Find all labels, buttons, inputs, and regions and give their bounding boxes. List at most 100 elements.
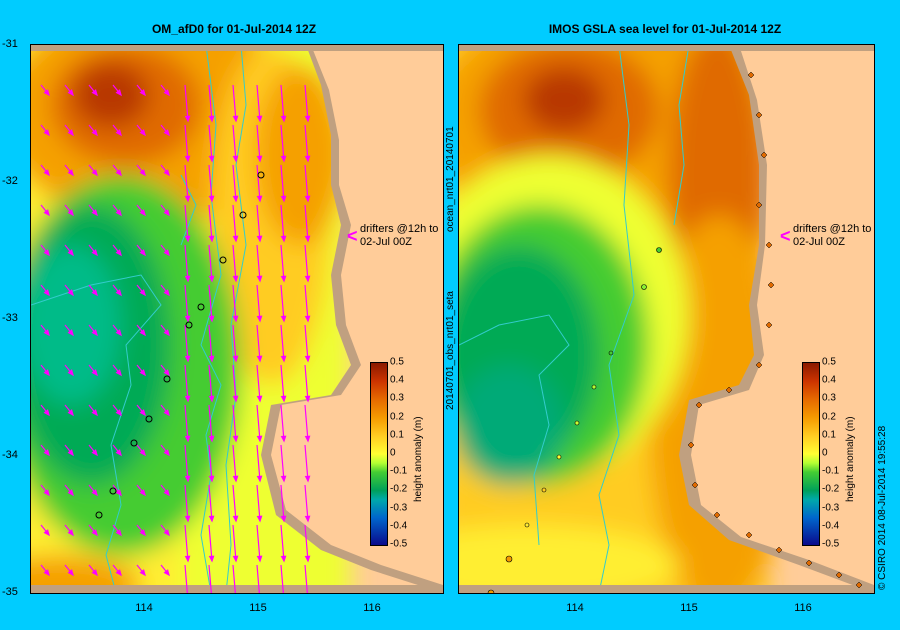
drifter-arrowhead — [208, 355, 215, 363]
drifter-arrow — [184, 564, 188, 593]
drifter-arrowhead — [232, 275, 239, 283]
drifter-arrowhead — [139, 209, 146, 217]
right-colorbar-tick: -0.5 — [822, 538, 840, 550]
drifter-arrowhead — [67, 409, 74, 417]
drifter-arrowhead — [280, 115, 287, 123]
drifter-arrow — [280, 84, 285, 122]
tide-gauge-marker — [755, 201, 763, 209]
drifter-arrow — [256, 444, 261, 482]
drifter-arrow — [304, 484, 309, 522]
drifter-arrowhead — [184, 235, 191, 243]
drifter-arrow — [304, 284, 309, 322]
drifter-arrow — [232, 404, 237, 442]
drifter-arrow — [280, 284, 285, 322]
drifter-arrowhead — [184, 475, 191, 483]
left-drifter-pointer-icon: < — [347, 226, 358, 246]
drifter-arrowhead — [67, 489, 74, 497]
drifter-arrowhead — [163, 89, 170, 97]
left-colorbar-title: height anomaly (m) — [413, 416, 424, 502]
drifter-arrowhead — [67, 89, 74, 97]
right-drifter-note: drifters @12h to 02-Jul 00Z — [793, 223, 871, 249]
drifter-arrow — [280, 204, 285, 242]
drifter-arrowhead — [115, 169, 122, 177]
drifter-arrowhead — [232, 195, 239, 203]
drifter-arrowhead — [256, 155, 263, 163]
drifter-arrowhead — [43, 409, 50, 417]
drifter-arrowhead — [280, 515, 287, 523]
drifter-arrowhead — [43, 529, 50, 537]
left-map[interactable] — [30, 44, 444, 594]
drifter-arrowhead — [280, 395, 287, 403]
drifter-arrowhead — [139, 289, 146, 297]
drifter-arrow — [184, 524, 189, 562]
left-lon-tick-116: 116 — [363, 602, 381, 614]
left-lon-tick-114: 114 — [135, 602, 153, 614]
drifter-arrowhead — [280, 355, 287, 363]
drifter-arrowhead — [163, 169, 170, 177]
drifter-arrow — [208, 564, 212, 593]
drifter-arrowhead — [163, 369, 170, 377]
drifter-arrowhead — [163, 249, 170, 257]
lat-tick-33: -33 — [2, 312, 18, 324]
right-colorbar-tick: 0.3 — [822, 392, 836, 404]
drifter-arrow — [232, 244, 237, 282]
drifter-arrowhead — [91, 209, 98, 217]
drifter-arrow — [280, 364, 285, 402]
drifter-arrowhead — [256, 435, 263, 443]
drifter-arrowhead — [91, 89, 98, 97]
drifter-arrow — [280, 164, 285, 202]
right-colorbar-tick: 0.1 — [822, 429, 836, 441]
drifter-arrowhead — [43, 449, 50, 457]
drifter-arrowhead — [115, 449, 122, 457]
drifter-arrowhead — [232, 155, 239, 163]
drifter-arrowhead — [91, 569, 98, 577]
drifter-arrowhead — [256, 395, 263, 403]
drifter-arrowhead — [280, 155, 287, 163]
drifter-arrow — [280, 444, 285, 482]
tide-gauge-marker — [765, 241, 773, 249]
tide-gauge-marker — [767, 281, 775, 289]
right-map[interactable] — [458, 44, 875, 594]
drifter-arrowhead — [280, 235, 287, 243]
drifter-arrow — [304, 364, 309, 402]
drifter-arrowhead — [304, 555, 311, 563]
drifter-arrow — [208, 204, 213, 242]
drifter-arrowhead — [163, 209, 170, 217]
drifter-arrow — [208, 404, 213, 442]
drifter-arrowhead — [115, 529, 122, 537]
drifter-arrowhead — [304, 235, 311, 243]
drifter-arrowhead — [304, 435, 311, 443]
right-colorbar-tick: -0.2 — [822, 483, 840, 495]
drifter-arrow — [232, 124, 237, 162]
left-drifter-arrows — [40, 84, 311, 593]
right-side-label-bottom: 20140701_obs_nrt01_seta — [445, 291, 456, 410]
right-colorbar-tick: 0 — [822, 447, 828, 459]
drifter-arrow — [304, 204, 309, 242]
drifter-arrowhead — [280, 275, 287, 283]
drifter-arrowhead — [256, 355, 263, 363]
drifter-arrowhead — [43, 249, 50, 257]
lat-tick-34: -34 — [2, 449, 18, 461]
drifter-arrow — [232, 364, 237, 402]
drifter-arrow — [304, 444, 309, 482]
left-panel-title: OM_afD0 for 01-Jul-2014 12Z — [151, 22, 317, 36]
drifter-arrow — [256, 324, 261, 362]
drifter-arrowhead — [208, 315, 215, 323]
drifter-arrowhead — [115, 489, 122, 497]
tide-gauge-marker — [805, 559, 813, 567]
drifter-arrowhead — [67, 369, 74, 377]
drifter-arrowhead — [43, 209, 50, 217]
drifter-arrow — [184, 204, 189, 242]
right-drifter-pointer-icon: < — [780, 226, 791, 246]
drifter-arrowhead — [67, 449, 74, 457]
drifter-arrowhead — [304, 475, 311, 483]
drifter-arrowhead — [115, 289, 122, 297]
drifter-arrowhead — [115, 129, 122, 137]
drifter-arrowhead — [115, 89, 122, 97]
drifter-arrowhead — [91, 289, 98, 297]
drifter-arrowhead — [139, 249, 146, 257]
drifter-arrow — [232, 204, 237, 242]
drifter-arrow — [256, 84, 261, 122]
drifter-arrowhead — [184, 435, 191, 443]
drifter-arrowhead — [43, 129, 50, 137]
